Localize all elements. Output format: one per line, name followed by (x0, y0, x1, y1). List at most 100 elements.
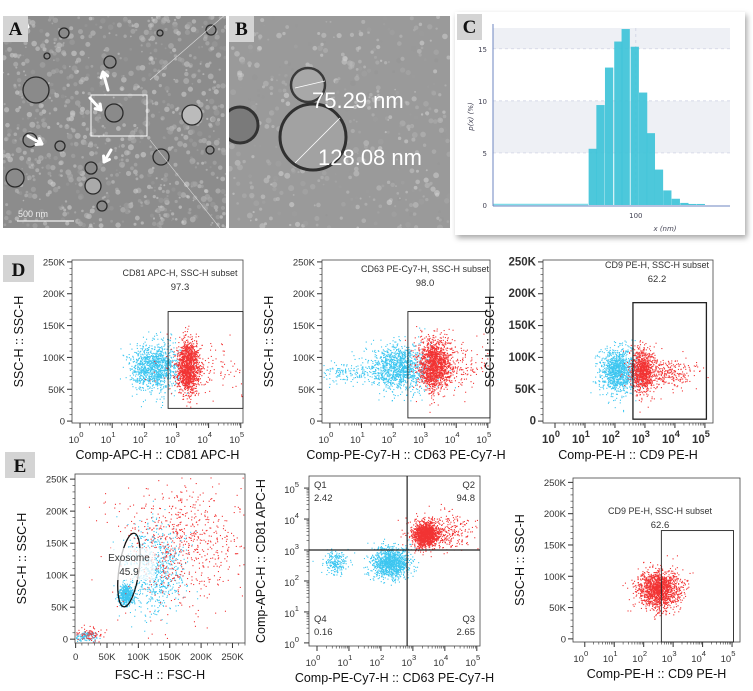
texture-speck (212, 41, 218, 47)
scatter-point (202, 368, 203, 369)
scatter-point (173, 342, 174, 343)
scatter-point (167, 360, 168, 361)
texture-speck (16, 147, 22, 153)
texture-speck (153, 195, 156, 198)
texture-speck (197, 79, 201, 83)
scatter-point (152, 388, 153, 389)
scatter-point (152, 353, 153, 354)
scatter-point (166, 368, 167, 369)
scatter-point (169, 369, 170, 370)
texture-speck (79, 51, 84, 56)
scatter-point (145, 342, 146, 343)
texture-speck (47, 72, 52, 77)
scatter-point (195, 353, 196, 354)
texture-speck (67, 133, 69, 135)
scatter-point (132, 396, 133, 397)
scatter-point (158, 383, 159, 384)
scatter-point (178, 364, 179, 365)
texture-speck (322, 171, 327, 176)
texture-speck (103, 35, 106, 38)
scatter-point (197, 376, 198, 377)
scatter-point (190, 334, 191, 335)
texture-speck (434, 50, 439, 55)
texture-speck (367, 27, 372, 32)
texture-speck (189, 138, 193, 142)
texture-speck (320, 176, 323, 179)
scatter-point (372, 363, 373, 364)
texture-speck (231, 46, 235, 50)
scatter-point (413, 345, 414, 346)
scatter-point (393, 389, 394, 390)
scatter-point (232, 387, 233, 388)
texture-speck (69, 74, 74, 79)
texture-speck (168, 147, 172, 151)
texture-speck (26, 173, 28, 175)
scatter-point (415, 370, 416, 371)
texture-speck (170, 210, 172, 212)
scatter-point (172, 385, 173, 386)
scatter-point (161, 384, 162, 385)
scatter-point (180, 352, 181, 353)
scatter-point (174, 367, 175, 368)
y-tick-label: 150K (43, 321, 66, 332)
scatter-point (191, 395, 192, 396)
scatter-point (186, 358, 187, 359)
scatter-point (170, 378, 171, 379)
scatter-point (182, 364, 183, 365)
scatter-point (152, 390, 153, 391)
texture-speck (140, 37, 145, 42)
texture-speck (64, 124, 69, 129)
texture-speck (7, 129, 12, 134)
texture-speck (424, 58, 427, 61)
scatter-point (212, 363, 213, 364)
scatter-point (137, 343, 138, 344)
scatter-point (363, 375, 364, 376)
measurement-small: 75.29 nm (312, 88, 404, 113)
scatter-point (180, 365, 181, 366)
scatter-point (179, 360, 180, 361)
scatter-point (161, 385, 162, 386)
scatter-point (144, 367, 145, 368)
scatter-point (155, 381, 156, 382)
scatter-point (199, 348, 200, 349)
scatter-point (181, 353, 182, 354)
scatter-point (164, 377, 165, 378)
scatter-point (202, 362, 203, 363)
scatter-point (190, 401, 191, 402)
texture-speck (359, 30, 361, 32)
texture-speck (141, 152, 147, 158)
texture-speck (215, 35, 220, 40)
scatter-point (158, 344, 159, 345)
scatter-point (176, 377, 177, 378)
texture-speck (155, 208, 160, 213)
scatter-point (235, 371, 236, 372)
scatter-point (165, 365, 166, 366)
texture-speck (327, 225, 331, 229)
scatter-point (241, 395, 242, 396)
texture-speck (211, 222, 213, 224)
scatter-point (190, 348, 191, 349)
texture-speck (361, 218, 366, 223)
flow-plot-d1: 100101102103104105050K100K150K200K250KCo… (12, 257, 244, 462)
texture-speck (371, 113, 374, 116)
scatter-point (198, 366, 199, 367)
scatter-point (198, 352, 199, 353)
scatter-point (385, 356, 386, 357)
scatter-point (132, 356, 133, 357)
texture-speck (23, 200, 25, 202)
scatter-point (188, 393, 189, 394)
texture-speck (97, 120, 100, 123)
texture-speck (69, 66, 71, 68)
scatter-point (209, 373, 210, 374)
texture-speck (155, 58, 157, 60)
texture-speck (206, 203, 209, 206)
scatter-point (157, 369, 158, 370)
texture-speck (65, 221, 69, 225)
scatter-point (181, 368, 182, 369)
scatter-point (137, 369, 138, 370)
texture-speck (175, 181, 179, 185)
scatter-point (180, 386, 181, 387)
scatter-point (185, 380, 186, 381)
scatter-point (393, 344, 394, 345)
texture-speck (174, 149, 177, 152)
